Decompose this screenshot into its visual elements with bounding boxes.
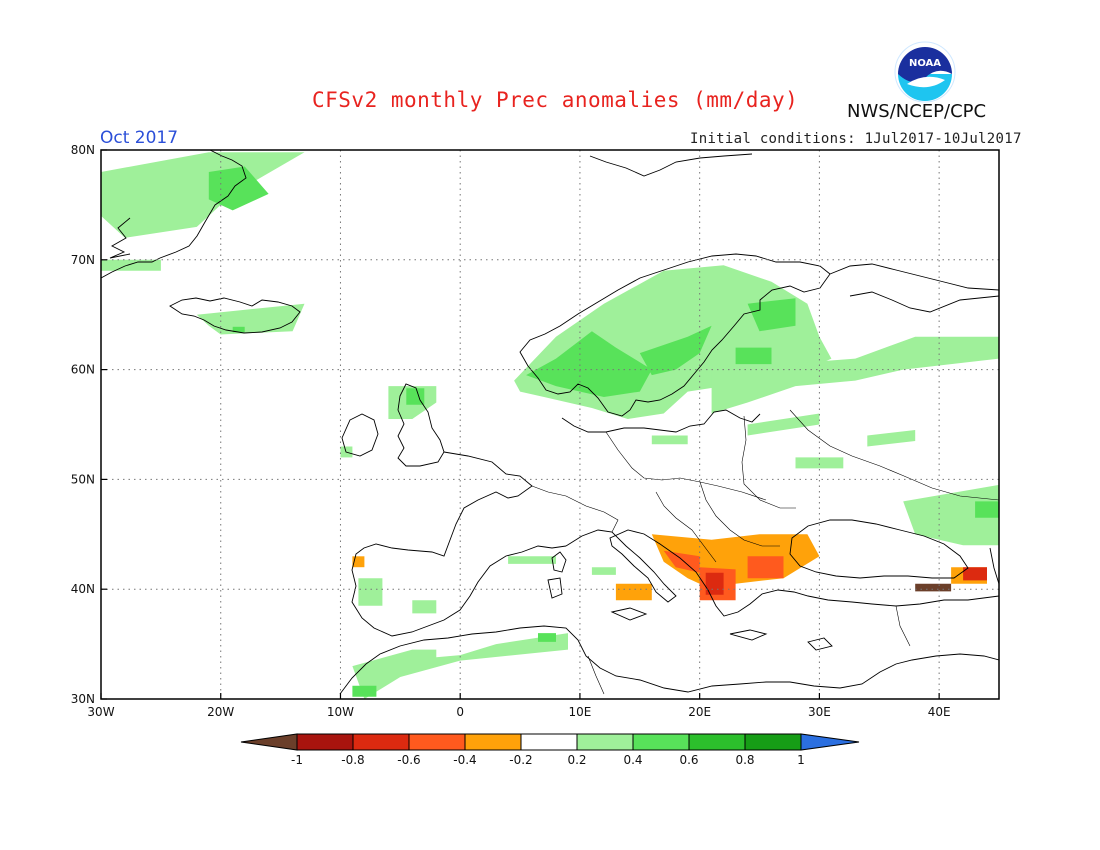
coastline-layer bbox=[101, 150, 999, 695]
anomaly-region bbox=[448, 545, 485, 573]
anomaly-region bbox=[406, 388, 425, 405]
anomaly-region bbox=[615, 583, 652, 601]
colorbar-bin bbox=[688, 733, 746, 751]
anomaly-region bbox=[627, 479, 724, 502]
anomaly-region bbox=[352, 556, 365, 568]
anomaly-region bbox=[101, 152, 305, 238]
lat-tick-label: 70N bbox=[71, 253, 95, 267]
colorbar-label: -0.8 bbox=[341, 753, 364, 767]
anomaly-region bbox=[639, 325, 712, 376]
latitude-ticks: 30N 40N 50N 60N 70N 80N bbox=[71, 143, 107, 706]
colorbar-label: 0.2 bbox=[567, 753, 586, 767]
anomaly-region bbox=[735, 347, 772, 365]
colorbar-bin bbox=[744, 733, 802, 751]
lon-tick-label: 10E bbox=[569, 705, 592, 719]
noaa-logo-icon: NOAA bbox=[894, 41, 956, 103]
colorbar-label: -0.6 bbox=[397, 753, 420, 767]
anomaly-region bbox=[963, 567, 987, 581]
anomaly-region bbox=[711, 336, 999, 414]
lon-tick-label: 30W bbox=[87, 705, 114, 719]
graticule bbox=[101, 150, 999, 699]
anomaly-region bbox=[352, 633, 568, 699]
lat-tick-label: 40N bbox=[71, 582, 95, 596]
anomaly-region bbox=[412, 490, 437, 496]
map-frame bbox=[100, 149, 1000, 700]
anomaly-region bbox=[526, 331, 652, 397]
anomaly-region bbox=[747, 556, 784, 579]
agency-label: NWS/NCEP/CPC bbox=[847, 101, 987, 122]
colorbar-label: 0.4 bbox=[623, 753, 642, 767]
anomaly-layer bbox=[101, 152, 999, 699]
lon-tick-label: 20W bbox=[207, 705, 234, 719]
colorbar-label: 0.6 bbox=[679, 753, 698, 767]
colorbar-bin bbox=[632, 733, 690, 751]
anomaly-region bbox=[747, 413, 820, 436]
lon-tick-label: 20E bbox=[688, 705, 711, 719]
anomaly-region bbox=[196, 303, 305, 335]
anomaly-region bbox=[651, 435, 688, 445]
logo-text: NOAA bbox=[909, 58, 941, 69]
lon-tick-label: 0 bbox=[456, 705, 464, 719]
colorbar-legend: -1 -0.8 -0.6 -0.4 -0.2 0.2 0.4 0.6 0.8 1 bbox=[240, 733, 860, 767]
colorbar-max-arrow bbox=[800, 733, 860, 751]
colorbar-bin bbox=[352, 733, 410, 751]
anomaly-region bbox=[819, 578, 880, 595]
anomaly-region bbox=[232, 326, 245, 333]
anomaly-region bbox=[795, 457, 844, 469]
anomaly-region bbox=[867, 430, 916, 447]
lon-tick-label: 40E bbox=[928, 705, 951, 719]
anomaly-region bbox=[508, 556, 556, 564]
anomaly-region bbox=[579, 633, 604, 667]
anomaly-region bbox=[412, 600, 437, 614]
lat-tick-label: 30N bbox=[71, 692, 95, 706]
anomaly-region bbox=[975, 501, 999, 518]
anomaly-region bbox=[903, 484, 999, 546]
colorbar-label: -0.2 bbox=[509, 753, 532, 767]
colorbar-bin bbox=[464, 733, 522, 751]
lat-tick-label: 80N bbox=[71, 143, 95, 157]
initial-conditions: Initial conditions: 1Jul2017-10Jul2017 bbox=[690, 131, 1022, 147]
colorbar-label: 1 bbox=[797, 753, 805, 767]
anomaly-region bbox=[705, 572, 724, 595]
anomaly-region bbox=[538, 633, 556, 642]
anomaly-region bbox=[915, 583, 952, 592]
map-title: CFSv2 monthly Prec anomalies (mm/day) bbox=[312, 88, 799, 112]
colorbar-label: -1 bbox=[291, 753, 303, 767]
anomaly-region bbox=[352, 685, 377, 697]
lat-tick-label: 60N bbox=[71, 363, 95, 377]
forecast-month: Oct 2017 bbox=[100, 128, 179, 148]
anomaly-region bbox=[927, 622, 964, 634]
longitude-ticks: 30W 20W 10W 0 10E 20E 30E 40E bbox=[87, 693, 951, 719]
anomaly-region bbox=[496, 457, 544, 471]
anomaly-region bbox=[101, 259, 161, 271]
colorbar-min-arrow bbox=[240, 733, 298, 751]
lon-tick-label: 30E bbox=[808, 705, 831, 719]
colorbar-bin bbox=[296, 733, 354, 751]
anomaly-region bbox=[591, 567, 616, 575]
colorbar-label: 0.8 bbox=[735, 753, 754, 767]
anomaly-region bbox=[358, 578, 383, 606]
colorbar-bin bbox=[408, 733, 466, 751]
colorbar-bin bbox=[576, 733, 634, 751]
colorbar-bin bbox=[520, 733, 578, 751]
lon-tick-label: 10W bbox=[327, 705, 354, 719]
anomaly-region bbox=[424, 523, 485, 546]
lat-tick-label: 50N bbox=[71, 472, 95, 486]
colorbar-label: -0.4 bbox=[453, 753, 476, 767]
